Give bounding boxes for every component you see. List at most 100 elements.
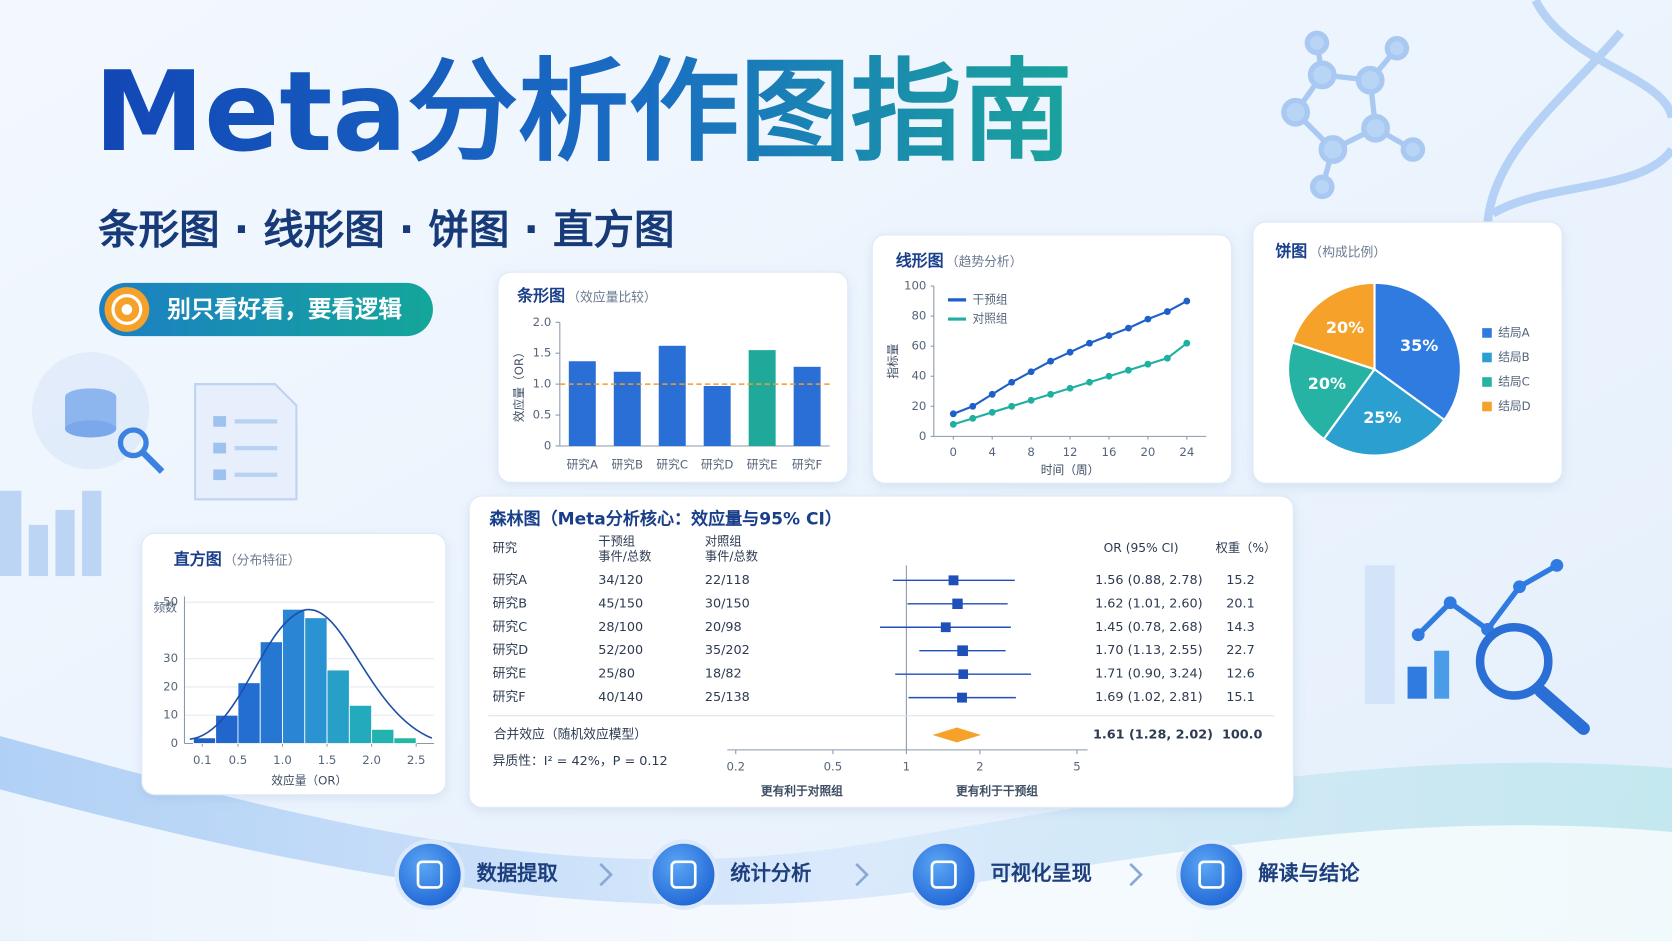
y-axis-label: 效应量（OR） — [512, 346, 526, 422]
intervention-events: 52/200 — [598, 643, 643, 658]
data-point — [1105, 332, 1113, 340]
step-icon — [394, 839, 465, 910]
step-icon — [1176, 839, 1247, 910]
intervention-events: 40/140 — [598, 690, 643, 705]
slice-label: 25% — [1363, 408, 1401, 427]
y-axis-label: 指标量 — [886, 343, 900, 378]
data-point — [1047, 357, 1055, 365]
y-tick-label: 100 — [904, 279, 926, 293]
x-tick-label: 2.0 — [362, 753, 381, 767]
data-point — [1125, 324, 1132, 332]
dna-icon — [1483, 0, 1672, 225]
bar — [703, 385, 731, 446]
effect-square — [957, 645, 968, 657]
pie-slice — [1373, 281, 1462, 422]
x-tick-label: 0.2 — [726, 759, 745, 773]
column-header: 干预组 — [598, 534, 635, 548]
data-point — [1183, 339, 1191, 347]
panel-title: 线形图 — [896, 251, 944, 270]
data-point — [988, 390, 996, 398]
effect-square — [958, 669, 969, 679]
x-tick-label: 研究F — [792, 458, 822, 472]
data-point — [1144, 315, 1152, 323]
panel-title: 饼图 — [1275, 241, 1307, 260]
x-tick-label: 研究C — [656, 458, 688, 472]
data-point — [1027, 368, 1035, 376]
checklist-icon — [194, 383, 298, 501]
effect-square — [940, 622, 951, 633]
x-tick-label: 0.5 — [229, 753, 248, 767]
control-events: 35/202 — [705, 643, 750, 658]
x-tick-label: 8 — [1027, 445, 1034, 459]
x-tick-label: 12 — [1063, 445, 1078, 459]
y-tick-label: 60 — [911, 339, 926, 353]
y-tick-label: 40 — [911, 369, 926, 383]
slice-label: 35% — [1400, 336, 1438, 355]
x-tick-label: 0.5 — [824, 759, 843, 773]
x-tick-label: 1 — [903, 759, 910, 773]
x-tick-label: 20 — [1140, 445, 1155, 459]
histogram-bar — [348, 704, 373, 744]
step-label: 数据提取 — [477, 861, 559, 885]
y-tick-label: 50 — [163, 595, 178, 609]
data-point — [949, 420, 957, 428]
intervention-events: 28/100 — [598, 620, 643, 635]
step-label: 统计分析 — [730, 861, 811, 885]
weight: 20.1 — [1226, 596, 1254, 611]
study-name: 研究A — [493, 573, 528, 588]
histogram-bar — [304, 617, 328, 744]
x-label-left: 更有利于对照组 — [761, 784, 843, 798]
y-tick-label: 0 — [544, 438, 551, 452]
panel-subtitle: （分布特征） — [224, 554, 301, 569]
weight: 15.2 — [1226, 573, 1254, 588]
or-ci: 1.71 (0.90, 3.24) — [1095, 667, 1203, 682]
x-tick-label: 1.5 — [318, 753, 337, 767]
x-tick-label: 研究B — [612, 458, 643, 472]
x-label-right: 更有利于干预组 — [956, 784, 1038, 798]
x-tick-label: 研究E — [747, 458, 778, 472]
column-header: 事件/总数 — [598, 548, 651, 563]
target-icon — [104, 287, 150, 332]
x-tick-label: 1.0 — [273, 753, 292, 767]
column-header: 事件/总数 — [705, 548, 758, 563]
x-axis-label: 效应量（OR） — [271, 773, 347, 787]
pie-slice — [1322, 367, 1446, 457]
legend-label: 结局A — [1498, 325, 1529, 339]
step-arrow — [599, 863, 613, 887]
weight: 14.3 — [1226, 620, 1254, 635]
legend-label: 结局B — [1498, 350, 1529, 364]
x-tick-label: 研究A — [567, 458, 598, 472]
pie-slice — [1291, 281, 1376, 371]
study-name: 研究D — [493, 643, 529, 658]
study-name: 研究E — [493, 667, 527, 682]
pooled-name: 合并效应（随机效应模型） — [494, 726, 647, 742]
pooled-or-ci: 1.61 (1.28, 2.02) — [1093, 727, 1213, 742]
data-point — [1008, 402, 1016, 410]
x-tick-label: 2 — [976, 759, 983, 773]
y-tick-label: 80 — [911, 309, 926, 323]
step-glyph — [930, 860, 957, 889]
data-point — [1086, 339, 1093, 347]
data-point — [969, 402, 977, 410]
x-axis-label: 时间（周） — [1041, 463, 1100, 477]
or-ci: 1.70 (1.13, 2.55) — [1095, 643, 1203, 658]
histogram-bar — [371, 728, 395, 744]
legend-swatch — [1482, 328, 1492, 338]
step-label: 可视化呈现 — [991, 861, 1092, 885]
y-axis-label: 频数 — [154, 601, 178, 615]
subtitle: 条形图 · 线形图 · 饼图 · 直方图 — [98, 206, 674, 254]
heterogeneity: 异质性：I² = 42%，P = 0.12 — [493, 754, 668, 769]
histogram-bar — [282, 608, 306, 744]
x-tick-label: 研究D — [701, 458, 733, 472]
density-curve — [189, 608, 433, 741]
panel-title: 直方图 — [174, 550, 222, 569]
histogram-bar — [259, 641, 283, 744]
step-icon — [908, 839, 979, 910]
or-ci: 1.45 (0.78, 2.68) — [1095, 620, 1203, 635]
badge-text: 别只看好看，要看逻辑 — [166, 295, 401, 323]
study-name: 研究F — [493, 690, 526, 705]
step-glyph — [416, 860, 443, 889]
y-tick-label: 20 — [163, 679, 178, 693]
